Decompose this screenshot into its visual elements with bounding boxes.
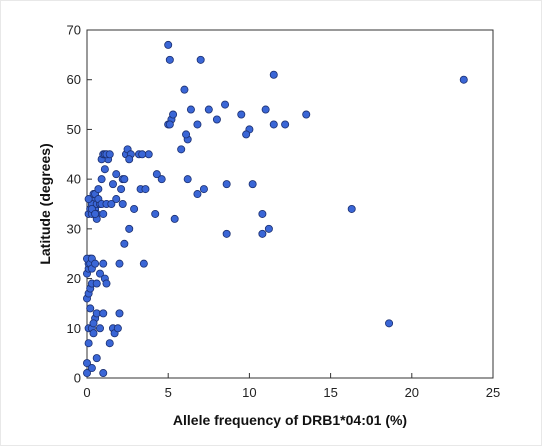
data-point <box>164 40 173 49</box>
data-point <box>151 209 160 218</box>
y-tick-label: 30 <box>67 221 81 236</box>
data-point <box>186 105 195 114</box>
data-point <box>269 70 278 79</box>
x-tick-label: 25 <box>486 385 500 400</box>
x-tick-label: 10 <box>242 385 256 400</box>
x-tick-label: 0 <box>83 385 90 400</box>
data-point <box>115 259 124 268</box>
data-point <box>94 185 103 194</box>
data-points <box>83 40 468 378</box>
data-point <box>165 55 174 64</box>
data-point <box>281 120 290 129</box>
y-tick-label: 40 <box>67 172 81 187</box>
data-point <box>89 319 98 328</box>
data-point <box>139 259 148 268</box>
data-point <box>99 369 108 378</box>
data-point <box>302 110 311 119</box>
data-point <box>99 309 108 318</box>
data-point <box>182 130 191 139</box>
y-axis-label: Latitude (degrees) <box>37 143 53 264</box>
data-point <box>347 204 356 213</box>
data-point <box>97 175 106 184</box>
data-point <box>89 329 98 338</box>
data-point <box>120 239 129 248</box>
y-tick-label: 60 <box>67 72 81 87</box>
data-point <box>105 339 114 348</box>
data-point <box>125 155 134 164</box>
data-point <box>177 145 186 154</box>
data-point <box>459 75 468 84</box>
y-tick-label: 0 <box>74 371 81 386</box>
data-point <box>269 120 278 129</box>
data-point <box>99 259 108 268</box>
data-point <box>193 190 202 199</box>
y-tick-label: 20 <box>67 271 81 286</box>
data-point <box>248 180 257 189</box>
plot-area <box>86 29 494 379</box>
data-point <box>113 324 122 333</box>
data-point <box>183 175 192 184</box>
y-tick-label: 70 <box>67 23 81 38</box>
data-point <box>112 170 121 179</box>
data-point <box>261 105 270 114</box>
data-point <box>170 214 179 223</box>
x-tick-label: 15 <box>323 385 337 400</box>
data-point <box>141 185 150 194</box>
data-point <box>91 259 100 268</box>
data-point <box>87 364 96 373</box>
data-point <box>221 100 230 109</box>
x-axis-ticks: 0 5 10 15 20 25 <box>83 373 500 400</box>
data-point <box>108 180 117 189</box>
x-tick-label: 5 <box>165 385 172 400</box>
data-point <box>99 209 108 218</box>
data-point <box>212 115 221 124</box>
data-point <box>107 199 116 208</box>
data-point <box>125 224 134 233</box>
data-point <box>112 195 121 204</box>
data-point <box>102 279 111 288</box>
data-point <box>152 170 161 179</box>
data-point <box>83 359 92 368</box>
data-point <box>193 120 202 129</box>
data-point <box>91 209 100 218</box>
data-point <box>83 369 92 378</box>
data-point <box>264 224 273 233</box>
data-point <box>222 180 231 189</box>
data-point <box>138 150 147 159</box>
data-point <box>258 229 267 238</box>
data-point <box>204 105 213 114</box>
data-point <box>180 85 189 94</box>
y-tick-label: 50 <box>67 122 81 137</box>
data-point <box>120 175 129 184</box>
data-point <box>84 339 93 348</box>
data-point <box>258 209 267 218</box>
data-point <box>105 150 114 159</box>
data-point <box>95 269 104 278</box>
data-point <box>199 185 208 194</box>
x-tick-label: 20 <box>405 385 419 400</box>
data-point <box>196 55 205 64</box>
data-point <box>117 185 126 194</box>
data-point <box>165 120 174 129</box>
data-point <box>385 319 394 328</box>
data-point <box>222 229 231 238</box>
y-axis-ticks: 0 10 20 30 40 50 60 70 <box>67 23 92 386</box>
data-point <box>95 324 104 333</box>
data-point <box>100 165 109 174</box>
data-point <box>86 304 95 313</box>
data-point <box>84 195 93 204</box>
data-point <box>157 175 166 184</box>
data-point <box>115 309 124 318</box>
data-point <box>92 279 101 288</box>
data-point <box>130 204 139 213</box>
data-point <box>169 110 178 119</box>
data-point <box>118 199 127 208</box>
y-tick-label: 10 <box>67 321 81 336</box>
data-point <box>92 354 101 363</box>
x-axis-label: Allele frequency of DRB1*04:01 (%) <box>173 412 407 428</box>
data-point <box>237 110 246 119</box>
data-point <box>242 130 251 139</box>
